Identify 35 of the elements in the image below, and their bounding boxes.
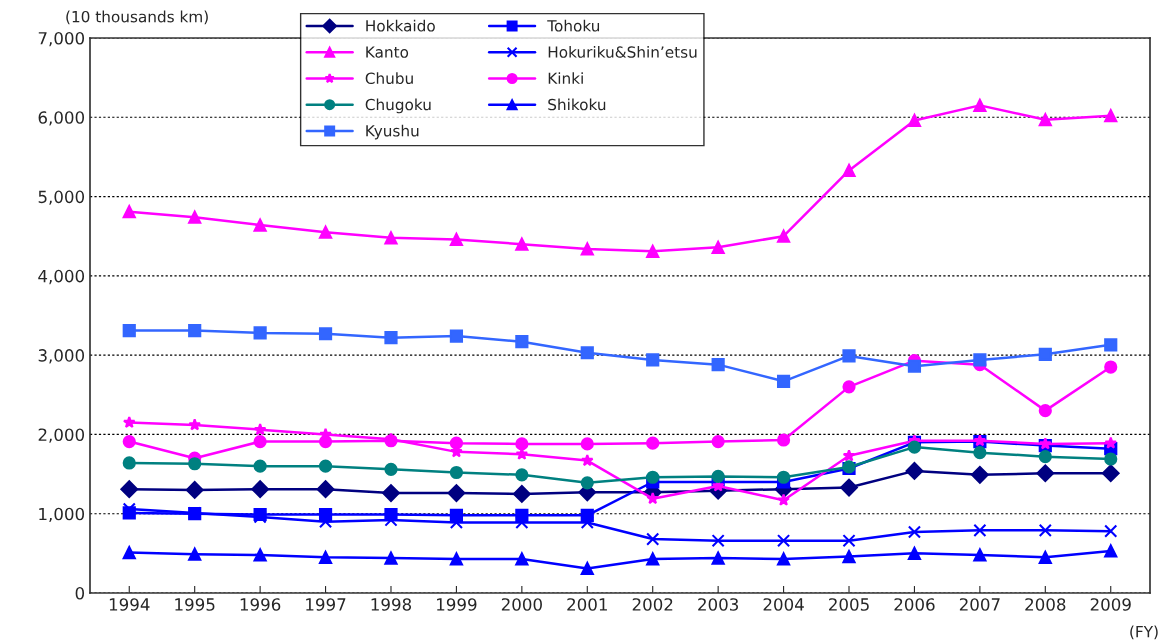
y-tick-label: 1,000 [39, 507, 85, 522]
legend-label: Kanto [366, 46, 409, 58]
legend-label: Chubu [365, 72, 413, 85]
legend-label: Kyushu [366, 124, 419, 140]
legend-label: Shikoku [548, 98, 606, 111]
x-tick-label: 2007 [959, 598, 1000, 611]
legend-label: Chugoku [365, 98, 431, 114]
y-tick-label: 4,000 [38, 269, 85, 285]
y-tick-label: 7,000 [38, 31, 85, 47]
y-tick-label: 2,000 [38, 428, 85, 443]
x-tick-label: 2002 [632, 598, 673, 611]
x-tick-label: 2008 [1025, 598, 1066, 611]
x-tick-label: 1997 [306, 598, 346, 611]
x-tick-label: 2005 [829, 598, 869, 611]
x-tick-label: 2004 [763, 598, 804, 611]
x-tick-label: 1998 [371, 598, 412, 611]
legend-label: Tohoku [547, 19, 600, 32]
y-axis-title: (10 thousands km) [66, 10, 208, 25]
x-tick-label: 1996 [240, 598, 281, 611]
y-tick-label: 0 [75, 586, 85, 600]
legend-label: Kinki [548, 72, 583, 84]
x-tick-label: 2006 [894, 598, 935, 611]
x-tick-label: 2000 [501, 598, 542, 611]
x-tick-label: 1994 [109, 598, 150, 611]
x-tick-label: 2009 [1090, 598, 1131, 611]
x-tick-label: 1999 [437, 598, 477, 611]
legend-label: Hokuriku&Shin’etsu [548, 45, 697, 58]
x-axis-title: (FY) [1130, 625, 1158, 640]
x-tick-label: 2003 [698, 598, 739, 611]
y-tick-label: 5,000 [38, 190, 85, 205]
x-tick-label: 1995 [175, 598, 215, 611]
y-tick-label: 3,000 [38, 349, 85, 364]
y-tick-label: 6,000 [38, 111, 85, 126]
legend-label: Hokkaido [366, 19, 435, 32]
x-tick-label: 2001 [567, 598, 607, 611]
